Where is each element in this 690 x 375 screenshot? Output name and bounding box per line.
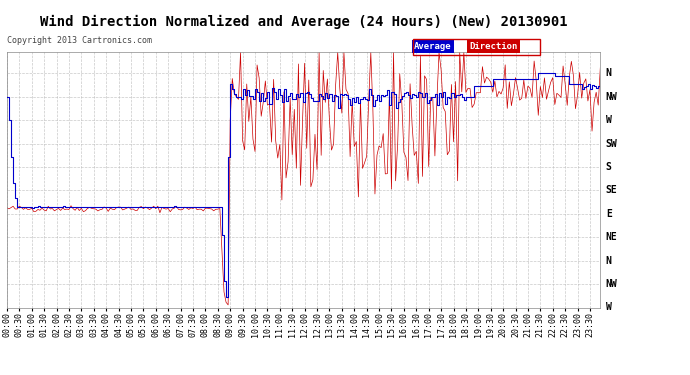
Text: Copyright 2013 Cartronics.com: Copyright 2013 Cartronics.com	[7, 36, 152, 45]
Text: N: N	[606, 256, 612, 266]
Text: S: S	[606, 162, 612, 172]
Text: Wind Direction Normalized and Average (24 Hours) (New) 20130901: Wind Direction Normalized and Average (2…	[40, 15, 567, 29]
Text: NW: NW	[606, 279, 618, 289]
Text: NW: NW	[606, 92, 618, 102]
Text: W: W	[606, 115, 612, 125]
Text: E: E	[606, 209, 612, 219]
Text: Average: Average	[414, 42, 452, 51]
Text: Direction: Direction	[469, 42, 518, 51]
Text: N: N	[606, 68, 612, 78]
Text: SE: SE	[606, 185, 618, 195]
Text: W: W	[606, 303, 612, 312]
Text: NE: NE	[606, 232, 618, 242]
Text: SW: SW	[606, 139, 618, 148]
